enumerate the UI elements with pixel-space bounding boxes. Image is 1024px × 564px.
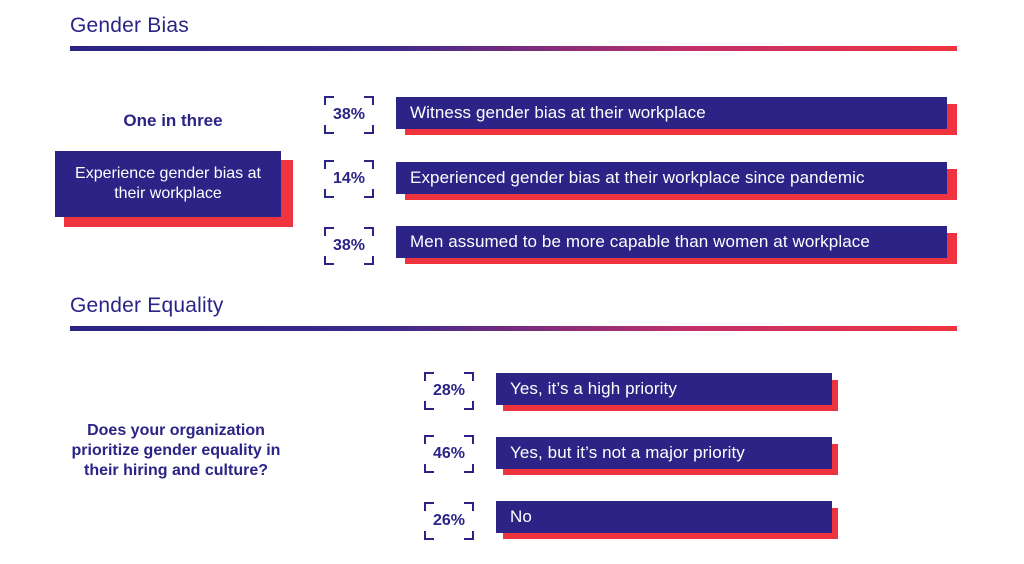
- gender-bias-title: Gender Bias: [70, 14, 189, 37]
- equality-pct-0-label: 28%: [432, 382, 466, 399]
- bias-pct-2: 38%: [324, 227, 374, 265]
- one-in-three-heading: One in three: [123, 111, 223, 130]
- equality-bar-0-label: Yes, it’s a high priority: [496, 373, 832, 405]
- gender-equality-divider: [70, 326, 957, 331]
- equality-pct-0: 28%: [424, 372, 474, 410]
- gender-bias-divider: [70, 46, 957, 51]
- bias-bar-1: Experienced gender bias at their workpla…: [396, 162, 957, 200]
- equality-bar-1-label: Yes, but it’s not a major priority: [496, 437, 832, 469]
- equality-pct-1: 46%: [424, 435, 474, 473]
- bias-pct-1-label: 14%: [332, 170, 366, 187]
- bias-pct-0: 38%: [324, 96, 374, 134]
- summary-box: Experience gender bias at their workplac…: [55, 151, 293, 227]
- equality-pct-1-label: 46%: [432, 445, 466, 462]
- bias-bar-0-label: Witness gender bias at their workplace: [396, 97, 947, 129]
- equality-bar-2: No: [496, 501, 838, 539]
- bias-bar-2: Men assumed to be more capable than wome…: [396, 226, 957, 264]
- bias-pct-1: 14%: [324, 160, 374, 198]
- equality-bar-0: Yes, it’s a high priority: [496, 373, 838, 411]
- equality-question: Does your organization prioritize gender…: [71, 422, 281, 479]
- bias-bar-1-label: Experienced gender bias at their workpla…: [396, 162, 947, 194]
- bias-bar-2-label: Men assumed to be more capable than wome…: [396, 226, 947, 258]
- bias-pct-0-label: 38%: [332, 106, 366, 123]
- equality-pct-2: 26%: [424, 502, 474, 540]
- equality-bar-2-label: No: [496, 501, 832, 533]
- equality-bar-1: Yes, but it’s not a major priority: [496, 437, 838, 475]
- summary-box-text: Experience gender bias at their workplac…: [55, 151, 281, 217]
- bias-pct-2-label: 38%: [332, 237, 366, 254]
- equality-pct-2-label: 26%: [432, 512, 466, 529]
- bias-bar-0: Witness gender bias at their workplace: [396, 97, 957, 135]
- gender-equality-title: Gender Equality: [70, 294, 224, 317]
